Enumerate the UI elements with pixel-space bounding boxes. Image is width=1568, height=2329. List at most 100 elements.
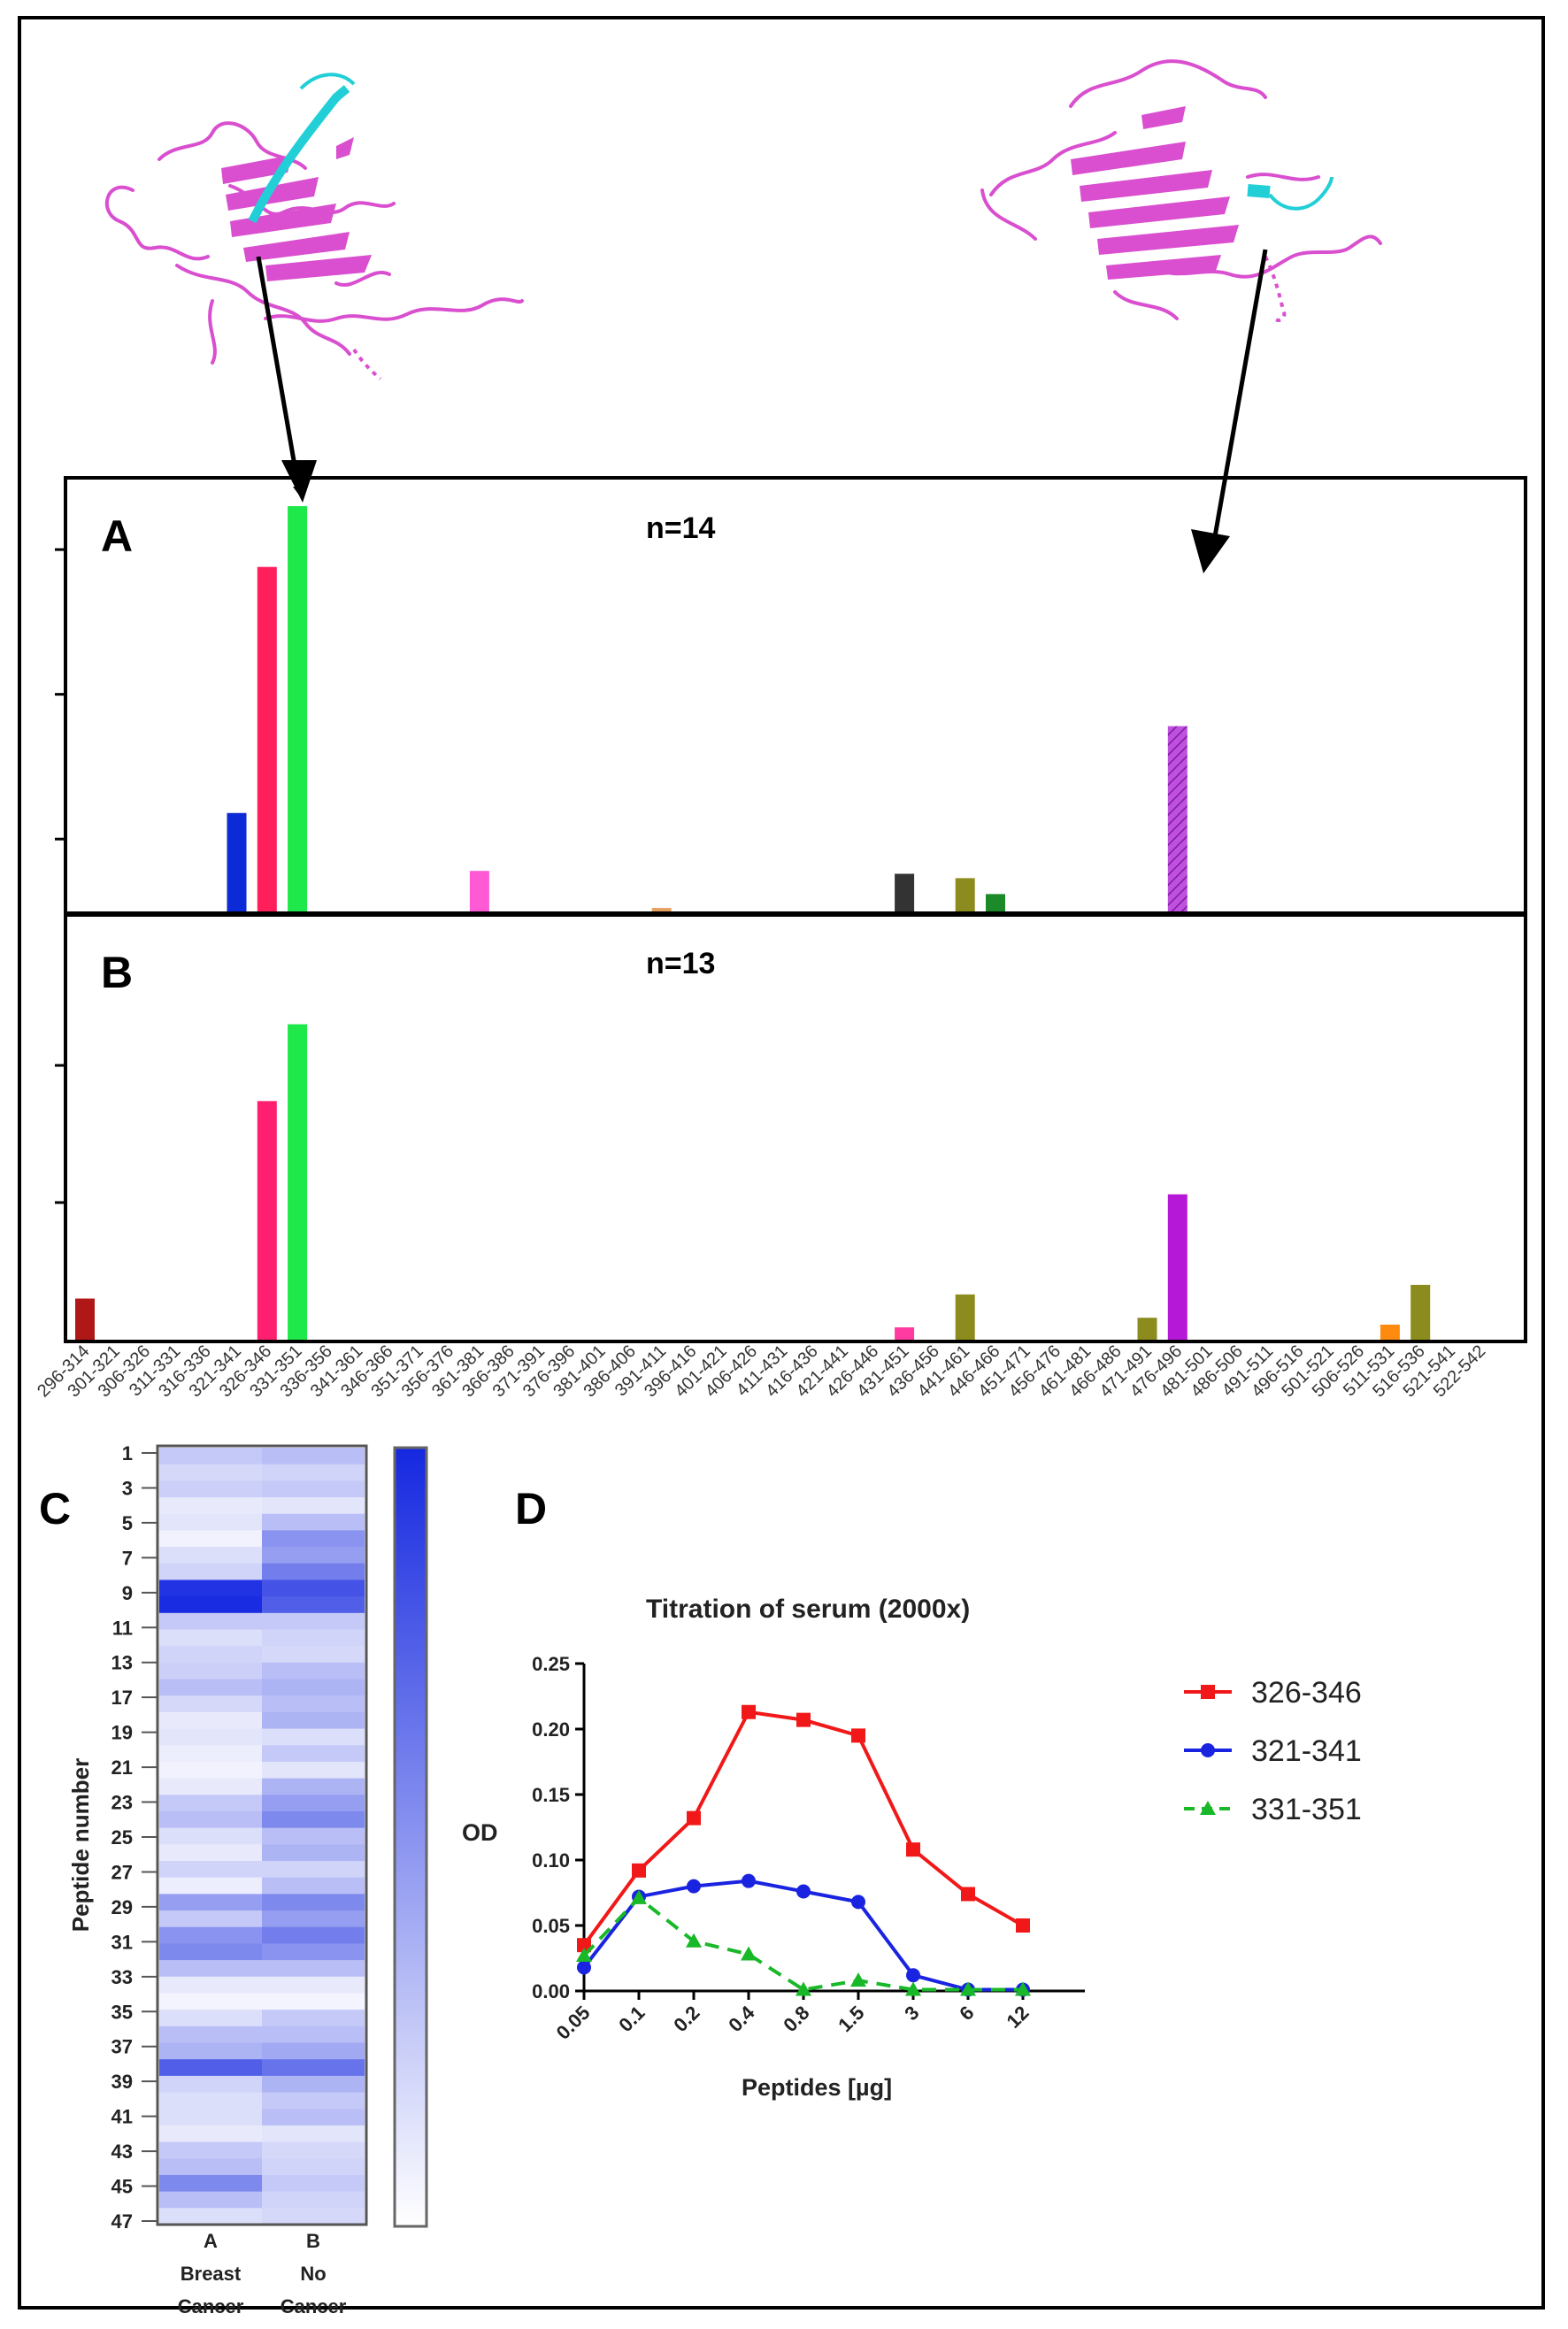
arrow-left — [256, 256, 304, 496]
heatmap-cell-b — [262, 1679, 365, 1696]
d-line-331-351 — [582, 1895, 1023, 1992]
heatmap-row-tick: 17 — [111, 1687, 133, 1709]
heatmap-cell-b — [262, 1943, 365, 1961]
heatmap-cell-b — [262, 2010, 365, 2027]
legend-label-326-346: 326-346 — [1251, 1676, 1362, 1710]
d-x-tick-label: 0.05 — [552, 2002, 595, 2044]
heatmap-row-tick: 31 — [111, 1931, 133, 1953]
heatmap-row-tick: 27 — [111, 1861, 133, 1883]
heatmap-cell-b — [262, 2075, 365, 2094]
heatmap-cell-a — [159, 1894, 262, 1911]
d-y-tick-label: 0.20 — [532, 1718, 570, 1741]
d-point-321-341 — [577, 1960, 591, 1975]
heatmap-cell-a — [159, 1960, 262, 1978]
heatmap-row-tick: 23 — [111, 1792, 133, 1814]
heatmap-cell-a — [159, 1695, 262, 1713]
bar-a-361-381 — [469, 871, 489, 911]
d-y-tick-label: 0.10 — [532, 1849, 570, 1872]
panel-a-bars — [227, 506, 1188, 911]
heatmap-color-scale — [393, 1446, 428, 2228]
panel-b-letter: B — [101, 948, 133, 997]
heatmap-column-label: A — [204, 2230, 218, 2252]
heatmap-cell-a — [159, 2141, 262, 2159]
heatmap-cell-a — [159, 1761, 262, 1779]
panel-d-letter: D — [515, 1484, 547, 1533]
heatmap-cell-b — [262, 1745, 365, 1763]
d-point-321-341 — [742, 1873, 756, 1888]
d-point-321-341 — [851, 1895, 865, 1910]
d-point-331-351 — [960, 1981, 976, 1996]
heatmap-cell-a — [159, 1513, 262, 1532]
panel-d-x-axis-label: Peptides [µg] — [742, 2074, 892, 2101]
heatmap-cell-a — [159, 1943, 262, 1961]
heatmap-cell-b — [262, 1612, 365, 1631]
d-point-331-351 — [631, 1889, 647, 1904]
heatmap-cell-a — [159, 1662, 262, 1680]
peptide-x-axis-labels: 296-314301-321306-326311-331316-336321-3… — [34, 1341, 1489, 1401]
d-y-tick-label: 0.00 — [532, 1980, 570, 2002]
panel-b-frame — [64, 913, 1527, 1343]
heatmap-y-axis-label: Peptide number — [67, 1758, 94, 1932]
d-point-331-351 — [1200, 1801, 1216, 1815]
heatmap-cell-b — [262, 2174, 365, 2193]
heatmap-cell-a — [159, 1547, 262, 1564]
panel-b-bar-chart: B n=13 — [55, 913, 1527, 1343]
heatmap-cell-a — [159, 1728, 262, 1746]
heatmap-cell-a — [159, 1877, 262, 1895]
d-point-326-346 — [1016, 1918, 1030, 1933]
bar-a-476-496 — [1167, 726, 1188, 911]
heatmap-cell-a — [159, 1910, 262, 1928]
heatmap-row-tick: 29 — [111, 1896, 133, 1918]
protein-structure-left — [104, 73, 524, 380]
heatmap-cell-a — [159, 1745, 262, 1763]
heatmap-row-tick: 5 — [122, 1512, 133, 1534]
panel-b-n-label: n=13 — [646, 947, 715, 980]
heatmap-cell-a — [159, 1926, 262, 1945]
panel-d-legend: 326-346 321-341 331-351 — [1184, 1676, 1362, 1826]
heatmap-cell-b — [262, 1827, 365, 1845]
bar-b-431-451 — [895, 1327, 915, 1340]
heatmap-cell-a — [159, 1448, 262, 1465]
d-point-321-341 — [906, 1968, 920, 1983]
d-y-tick-label: 0.05 — [532, 1915, 570, 1937]
heatmap-cell-a — [159, 2025, 262, 2044]
heatmap-cell-a — [159, 1976, 262, 1995]
heatmap-cell-b — [262, 1877, 365, 1895]
heatmap-cell-b — [262, 2042, 365, 2060]
heatmap-cell-b — [262, 1629, 365, 1647]
bar-b-516-536 — [1410, 1285, 1431, 1340]
heatmap-cell-b — [262, 1894, 365, 1911]
panel-b-y-ticks — [55, 1064, 67, 1204]
heatmap-row-tick: 3 — [122, 1477, 133, 1499]
heatmap-cell-a — [159, 1563, 262, 1581]
heatmap-cell-b — [262, 1547, 365, 1564]
heatmap-column-labels: A Breast Cancer B No Cancer — [178, 2230, 347, 2317]
heatmap-cell-a — [159, 2174, 262, 2193]
heatmap-cell-a — [159, 1596, 262, 1614]
d-point-326-346 — [851, 1728, 865, 1743]
heatmap-cell-b — [262, 1464, 365, 1481]
heatmap-cell-b — [262, 1960, 365, 1978]
heatmap-row-tick: 19 — [111, 1722, 133, 1744]
heatmap-row-tick: 13 — [111, 1652, 133, 1674]
heatmap-cell-a — [159, 1480, 262, 1498]
d-y-tick-label: 0.15 — [532, 1784, 570, 1806]
d-x-tick-label: 12 — [1003, 2002, 1034, 2033]
heatmap-row-tick: 37 — [111, 2036, 133, 2058]
heatmap-cell-a — [159, 2208, 262, 2225]
figure-frame — [18, 16, 1545, 2310]
bar-a-321-341 — [227, 812, 247, 911]
heatmap-cell-a — [159, 2125, 262, 2143]
heatmap-cell-b — [262, 1728, 365, 1746]
d-point-331-351 — [796, 1981, 811, 1996]
panel-b-bars — [75, 1024, 1431, 1340]
heatmap-cell-b — [262, 1910, 365, 1928]
bar-a-391-411 — [651, 908, 672, 911]
bar-a-331-351 — [288, 506, 308, 911]
panel-a-n-label: n=14 — [646, 511, 716, 545]
legend-label-321-341: 321-341 — [1251, 1734, 1362, 1768]
heatmap-cell-b — [262, 2191, 365, 2209]
d-y-tick-label: 0.25 — [532, 1653, 570, 1675]
heatmap-cell-a — [159, 1580, 262, 1597]
heatmap-cell-a — [159, 1497, 262, 1515]
